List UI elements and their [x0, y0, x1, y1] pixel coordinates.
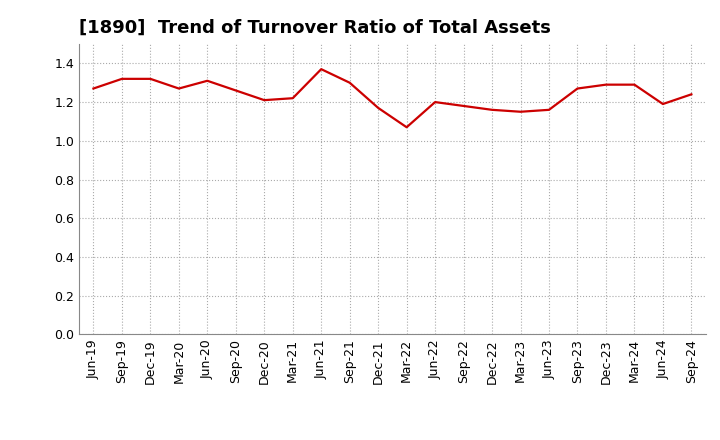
- Text: [1890]  Trend of Turnover Ratio of Total Assets: [1890] Trend of Turnover Ratio of Total …: [79, 19, 551, 37]
